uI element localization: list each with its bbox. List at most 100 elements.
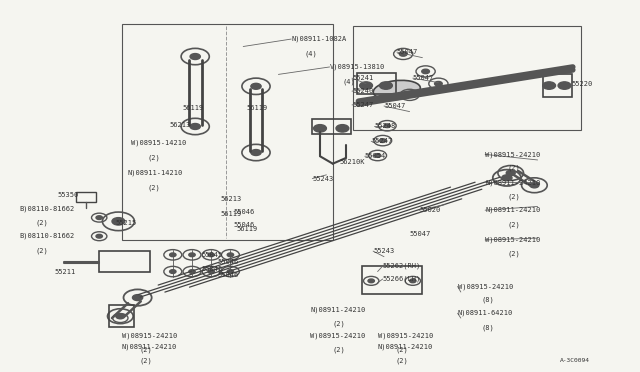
Circle shape xyxy=(190,124,200,129)
Text: 55248: 55248 xyxy=(374,124,396,129)
Text: N)08911-1082A: N)08911-1082A xyxy=(291,36,346,42)
Text: (8): (8) xyxy=(482,297,495,304)
Circle shape xyxy=(208,270,214,273)
Circle shape xyxy=(227,253,234,257)
Text: N)08911-24210: N)08911-24210 xyxy=(485,179,540,186)
Text: (2): (2) xyxy=(396,357,408,364)
Text: 55262(RH): 55262(RH) xyxy=(383,263,421,269)
Text: (2): (2) xyxy=(333,346,346,353)
Text: V)08915-13810: V)08915-13810 xyxy=(330,64,385,70)
Circle shape xyxy=(251,150,261,155)
Circle shape xyxy=(530,183,539,188)
Text: 55020: 55020 xyxy=(419,207,440,213)
Bar xyxy=(353,26,581,130)
Text: 55350: 55350 xyxy=(58,192,79,198)
Text: 55047: 55047 xyxy=(410,231,431,237)
Text: W)08915-14210: W)08915-14210 xyxy=(131,140,186,147)
Text: 56119: 56119 xyxy=(237,226,258,232)
Text: 55243: 55243 xyxy=(312,176,333,182)
Text: 56119: 56119 xyxy=(182,105,204,111)
Circle shape xyxy=(314,125,326,132)
Text: 55045: 55045 xyxy=(202,252,223,258)
Circle shape xyxy=(251,83,261,89)
Text: 55045: 55045 xyxy=(202,266,223,272)
Circle shape xyxy=(368,279,374,283)
Circle shape xyxy=(380,139,386,142)
Bar xyxy=(357,73,396,94)
Circle shape xyxy=(506,170,515,176)
Text: (2): (2) xyxy=(333,320,346,327)
Text: N)08911-64210: N)08911-64210 xyxy=(458,310,513,317)
Text: (2): (2) xyxy=(147,155,160,161)
Circle shape xyxy=(208,253,214,257)
Text: 55243: 55243 xyxy=(373,248,394,254)
Text: B)08110-81662: B)08110-81662 xyxy=(19,233,74,240)
Circle shape xyxy=(380,82,392,89)
Circle shape xyxy=(406,93,413,97)
Text: 55247: 55247 xyxy=(371,138,392,144)
Text: W)08915-24210: W)08915-24210 xyxy=(378,332,433,339)
Text: 55241: 55241 xyxy=(352,75,373,81)
Text: 55047: 55047 xyxy=(397,49,418,55)
Text: 55046: 55046 xyxy=(218,272,239,278)
Text: 56213: 56213 xyxy=(221,196,242,202)
Text: (4): (4) xyxy=(304,51,317,57)
Text: (2): (2) xyxy=(508,250,520,257)
Text: W)08915-24210: W)08915-24210 xyxy=(310,332,365,339)
Text: 55046: 55046 xyxy=(234,209,255,215)
Bar xyxy=(76,192,96,202)
Bar xyxy=(543,74,572,97)
Text: 55215: 55215 xyxy=(115,220,136,226)
Bar xyxy=(109,305,134,327)
Text: (8): (8) xyxy=(482,324,495,331)
Text: (2): (2) xyxy=(508,165,520,171)
Bar xyxy=(99,251,150,272)
Text: 56213: 56213 xyxy=(170,122,191,128)
Text: W)08915-24210: W)08915-24210 xyxy=(485,237,540,243)
Text: 55247: 55247 xyxy=(352,102,373,108)
Text: W)08915-24210: W)08915-24210 xyxy=(458,283,513,290)
Text: 56119: 56119 xyxy=(246,105,268,111)
Circle shape xyxy=(189,253,195,257)
Text: N)08911-24210: N)08911-24210 xyxy=(122,343,177,350)
Text: W)08915-24210: W)08915-24210 xyxy=(485,151,540,158)
Circle shape xyxy=(190,54,200,60)
Bar xyxy=(122,24,333,240)
Circle shape xyxy=(189,270,195,273)
Text: N)08911-14210: N)08911-14210 xyxy=(128,170,183,176)
Text: (2): (2) xyxy=(508,222,520,228)
Text: (2): (2) xyxy=(35,220,48,227)
Text: 55240: 55240 xyxy=(352,88,373,94)
Circle shape xyxy=(227,270,234,273)
Text: 55047: 55047 xyxy=(413,75,434,81)
Text: W)08915-24210: W)08915-24210 xyxy=(122,332,177,339)
Circle shape xyxy=(170,253,176,257)
Circle shape xyxy=(410,279,416,283)
Text: (2): (2) xyxy=(396,346,408,353)
Circle shape xyxy=(543,82,556,89)
Circle shape xyxy=(96,234,102,238)
Circle shape xyxy=(384,124,390,128)
Text: 55046: 55046 xyxy=(234,222,255,228)
Text: B)08110-81662: B)08110-81662 xyxy=(19,205,74,212)
Circle shape xyxy=(112,218,125,225)
Text: 55211: 55211 xyxy=(54,269,76,275)
Circle shape xyxy=(399,52,407,56)
Text: 56119: 56119 xyxy=(221,211,242,217)
Text: 55054: 55054 xyxy=(365,153,386,159)
Circle shape xyxy=(116,314,125,319)
Text: N)08911-24210: N)08911-24210 xyxy=(485,207,540,214)
Text: 56210K: 56210K xyxy=(339,159,365,165)
Circle shape xyxy=(558,82,571,89)
Text: N)08911-24210: N)08911-24210 xyxy=(310,306,365,313)
Circle shape xyxy=(336,125,349,132)
Text: A-3C0094: A-3C0094 xyxy=(560,358,590,363)
Ellipse shape xyxy=(373,80,420,100)
Text: N)08911-24210: N)08911-24210 xyxy=(378,343,433,350)
Circle shape xyxy=(360,82,372,89)
Circle shape xyxy=(132,295,143,301)
Circle shape xyxy=(435,81,442,86)
Circle shape xyxy=(422,69,429,74)
Circle shape xyxy=(374,154,381,157)
Text: (2): (2) xyxy=(140,357,152,364)
